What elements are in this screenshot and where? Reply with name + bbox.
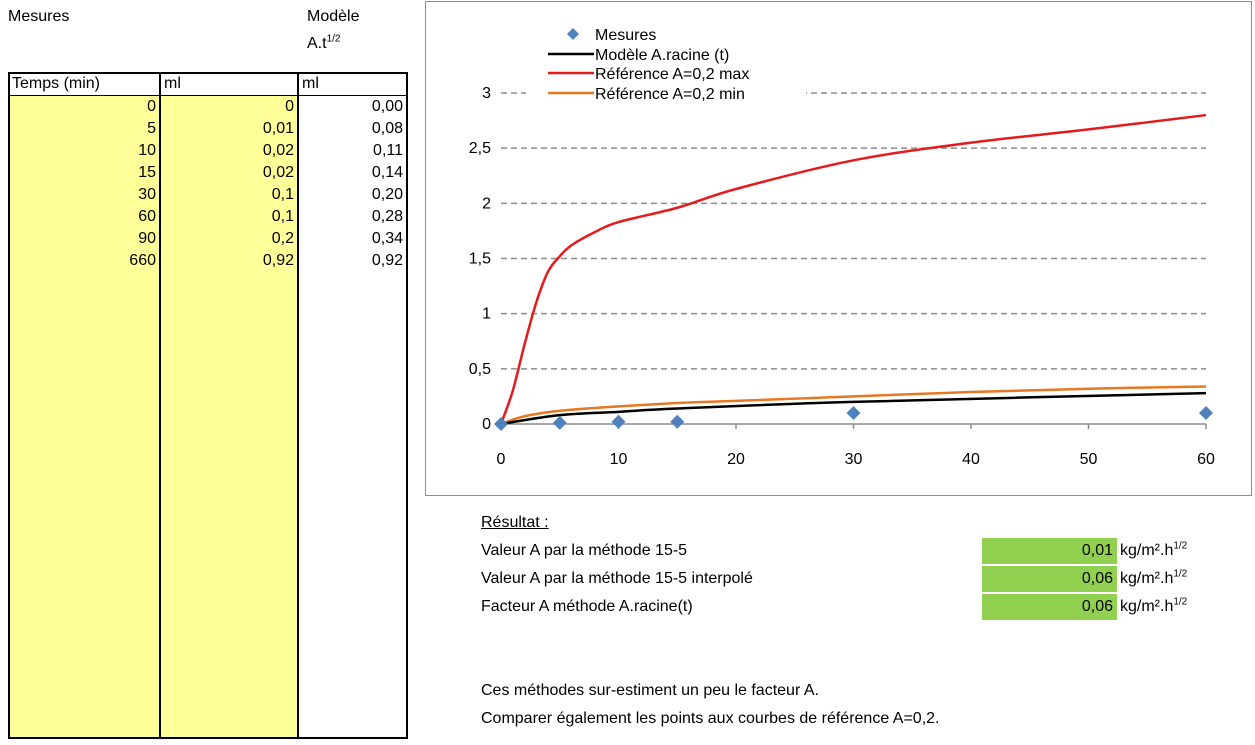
ref-min-series-line	[500, 385, 1207, 426]
ml-model-cell: 0,34	[371, 230, 403, 247]
time-cell: 90	[138, 230, 156, 247]
ml-measured-cell: 0	[285, 98, 294, 115]
ml-model-cell: 0,11	[373, 142, 403, 159]
y-tick-label: 2	[482, 195, 491, 212]
ml-model-cell: 0,92	[371, 252, 403, 269]
result-label: Valeur A par la méthode 15-5 interpolé	[481, 570, 753, 587]
table-col-divider-2	[297, 72, 299, 739]
legend-label: Référence A=0,2 max	[595, 66, 749, 83]
ml-model-cell: 0,28	[371, 208, 403, 225]
table-right-border	[406, 72, 408, 739]
result-unit: kg/m².h1/2	[1120, 540, 1188, 559]
time-cell: 10	[138, 142, 156, 159]
mesures-point	[846, 405, 861, 420]
result-unit: kg/m².h1/2	[1120, 596, 1188, 615]
col-header-ml-measured: ml	[164, 75, 181, 92]
x-tick-label: 10	[610, 451, 628, 468]
col-header-ml-model: ml	[302, 75, 319, 92]
time-cell: 30	[138, 186, 156, 203]
legend-item-modele: Modèle A.racine (t)	[548, 47, 729, 64]
ml-measured-cell: 0,01	[262, 120, 294, 137]
legend-label: Mesures	[595, 27, 656, 44]
mesures-point	[1199, 405, 1213, 420]
x-tick-label: 30	[845, 451, 863, 468]
result-unit: kg/m².h1/2	[1120, 568, 1188, 587]
table-bottom-border	[8, 737, 408, 739]
y-tick-label: 1,5	[469, 251, 491, 268]
time-cell: 0	[147, 98, 156, 115]
mesures-point	[552, 415, 567, 430]
result-note-1: Ces méthodes sur-estiment un peu le fact…	[481, 682, 819, 699]
result-value-cell	[982, 538, 1117, 564]
time-cell: 5	[147, 120, 156, 137]
time-column-bg	[9, 96, 159, 738]
ml-column-bg	[161, 96, 297, 738]
y-tick-label: 3	[482, 85, 491, 102]
x-tick-label: 0	[497, 451, 506, 468]
ml-measured-cell: 0,1	[271, 208, 294, 225]
modele-formula: A.t1/2	[307, 33, 341, 52]
table-col-divider-1	[159, 72, 161, 739]
ref-max-series-line	[499, 113, 1207, 425]
chart-area: 0 0,5 1 1,5 2 2,5 3 0 10 20 30 40 50 60 Mesures Modèl…	[425, 1, 1252, 496]
x-tick-label: 20	[727, 451, 745, 468]
legend-mesures-marker	[567, 28, 579, 40]
modele-series-line	[500, 391, 1207, 426]
ml-measured-cell: 0,2	[271, 230, 294, 247]
y-tick-label: 0,5	[469, 361, 491, 378]
table-header-border	[8, 95, 408, 96]
ml-measured-cell: 0,02	[262, 164, 294, 181]
mesures-header: Mesures	[8, 8, 70, 25]
x-tick-label: 60	[1197, 451, 1215, 468]
result-value: 0,06	[1081, 570, 1113, 587]
legend-item-ref-min: Référence A=0,2 min	[548, 86, 745, 103]
results-title: Résultat :	[481, 514, 549, 531]
time-cell: 660	[129, 252, 156, 269]
ml-model-cell: 0,20	[371, 186, 403, 203]
result-note-2: Comparer également les points aux courbe…	[481, 710, 940, 727]
result-label: Facteur A méthode A.racine(t)	[481, 598, 693, 615]
result-label: Valeur A par la méthode 15-5	[481, 542, 688, 559]
time-cell: 15	[138, 164, 156, 181]
time-cell: 60	[138, 208, 156, 225]
legend-label: Référence A=0,2 min	[595, 86, 745, 103]
ml-measured-cell: 0,1	[271, 186, 294, 203]
mesures-point	[670, 414, 685, 429]
ml-model-cell: 0,00	[371, 98, 403, 115]
y-tick-label: 2,5	[469, 140, 491, 157]
table-left-border	[8, 72, 10, 739]
ml-model-cell: 0,08	[371, 120, 403, 137]
result-value-cell	[982, 566, 1117, 592]
chart-plot: 00,511,522,530 10 20 30 40 50 60 Mesures Modèl…	[469, 20, 1215, 468]
mesures-point	[494, 417, 508, 431]
y-tick-label: 0	[482, 416, 491, 433]
x-tick-label: 40	[962, 451, 980, 468]
ml-model-cell: 0,14	[371, 164, 403, 181]
ml-measured-cell: 0,92	[262, 252, 294, 269]
result-value: 0,01	[1081, 542, 1113, 559]
modele-header: Modèle	[307, 8, 360, 25]
result-value-cell	[982, 594, 1117, 620]
legend-item-ref-max: Référence A=0,2 max	[548, 66, 749, 83]
x-tick-label: 50	[1080, 451, 1098, 468]
col-header-time: Temps (min)	[12, 75, 101, 92]
result-value: 0,06	[1081, 598, 1113, 615]
legend-item-mesures: Mesures	[567, 27, 656, 44]
ml-measured-cell: 0,02	[262, 142, 294, 159]
mesures-point	[611, 414, 626, 429]
table-top-border	[8, 72, 408, 74]
legend-label: Modèle A.racine (t)	[595, 47, 729, 64]
y-tick-label: 1	[482, 306, 491, 323]
